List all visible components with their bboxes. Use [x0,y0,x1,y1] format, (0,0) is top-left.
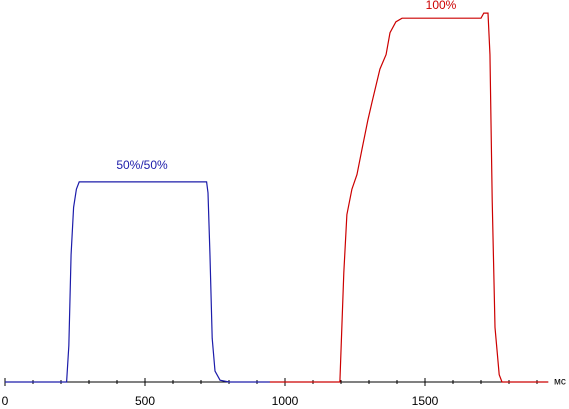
x-tick-label: 0 [2,394,9,408]
x-tick-label: 1000 [272,394,299,408]
x-tick-label: 500 [135,394,155,408]
x-axis-label: мс [554,377,566,388]
line-series [269,12,549,383]
line-series [5,181,270,383]
annotation: 50%/50% [116,158,168,172]
x-tick-label: 1500 [412,394,439,408]
annotation: 100% [426,0,457,12]
